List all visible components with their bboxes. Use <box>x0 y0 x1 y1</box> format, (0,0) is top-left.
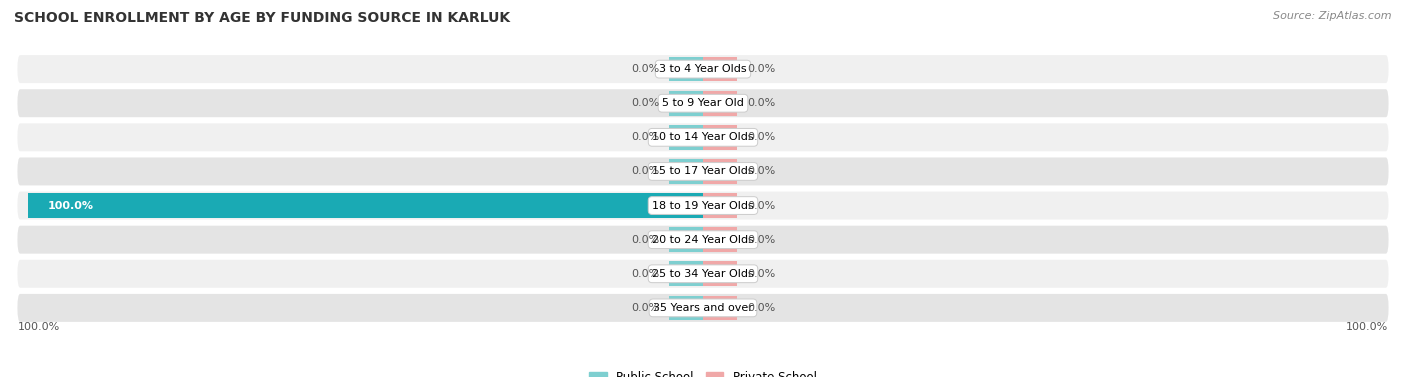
Text: 5 to 9 Year Old: 5 to 9 Year Old <box>662 98 744 108</box>
Bar <box>669 159 703 184</box>
Text: 100.0%: 100.0% <box>17 322 59 332</box>
Text: 10 to 14 Year Olds: 10 to 14 Year Olds <box>652 132 754 143</box>
Text: 20 to 24 Year Olds: 20 to 24 Year Olds <box>652 234 754 245</box>
Text: 100.0%: 100.0% <box>1347 322 1389 332</box>
Text: 0.0%: 0.0% <box>747 269 775 279</box>
Text: 0.0%: 0.0% <box>631 269 659 279</box>
Bar <box>703 57 737 81</box>
Text: 18 to 19 Year Olds: 18 to 19 Year Olds <box>652 201 754 211</box>
Text: 0.0%: 0.0% <box>631 303 659 313</box>
FancyBboxPatch shape <box>17 260 1389 288</box>
Text: 35 Years and over: 35 Years and over <box>652 303 754 313</box>
FancyBboxPatch shape <box>17 123 1389 151</box>
Text: 0.0%: 0.0% <box>631 234 659 245</box>
Text: 15 to 17 Year Olds: 15 to 17 Year Olds <box>652 166 754 176</box>
Legend: Public School, Private School: Public School, Private School <box>585 366 821 377</box>
Text: Source: ZipAtlas.com: Source: ZipAtlas.com <box>1274 11 1392 21</box>
FancyBboxPatch shape <box>17 294 1389 322</box>
Text: 0.0%: 0.0% <box>631 98 659 108</box>
Bar <box>703 91 737 115</box>
Bar <box>669 91 703 115</box>
Bar <box>703 227 737 252</box>
Text: 0.0%: 0.0% <box>747 64 775 74</box>
Text: 0.0%: 0.0% <box>747 201 775 211</box>
FancyBboxPatch shape <box>17 89 1389 117</box>
Bar <box>669 125 703 150</box>
Bar <box>669 57 703 81</box>
FancyBboxPatch shape <box>17 55 1389 83</box>
Bar <box>703 125 737 150</box>
Text: 25 to 34 Year Olds: 25 to 34 Year Olds <box>652 269 754 279</box>
Text: 0.0%: 0.0% <box>747 234 775 245</box>
Text: 0.0%: 0.0% <box>747 132 775 143</box>
Bar <box>703 296 737 320</box>
Bar <box>669 296 703 320</box>
Text: 0.0%: 0.0% <box>631 132 659 143</box>
FancyBboxPatch shape <box>17 192 1389 219</box>
Text: 0.0%: 0.0% <box>631 64 659 74</box>
Bar <box>703 262 737 286</box>
Bar <box>28 193 703 218</box>
Text: SCHOOL ENROLLMENT BY AGE BY FUNDING SOURCE IN KARLUK: SCHOOL ENROLLMENT BY AGE BY FUNDING SOUR… <box>14 11 510 25</box>
Bar <box>703 159 737 184</box>
Text: 3 to 4 Year Olds: 3 to 4 Year Olds <box>659 64 747 74</box>
Bar <box>669 262 703 286</box>
Bar <box>703 193 737 218</box>
FancyBboxPatch shape <box>17 158 1389 185</box>
Text: 100.0%: 100.0% <box>48 201 94 211</box>
Text: 0.0%: 0.0% <box>747 303 775 313</box>
FancyBboxPatch shape <box>17 226 1389 254</box>
Text: 0.0%: 0.0% <box>747 98 775 108</box>
Bar <box>669 227 703 252</box>
Text: 0.0%: 0.0% <box>631 166 659 176</box>
Text: 0.0%: 0.0% <box>747 166 775 176</box>
